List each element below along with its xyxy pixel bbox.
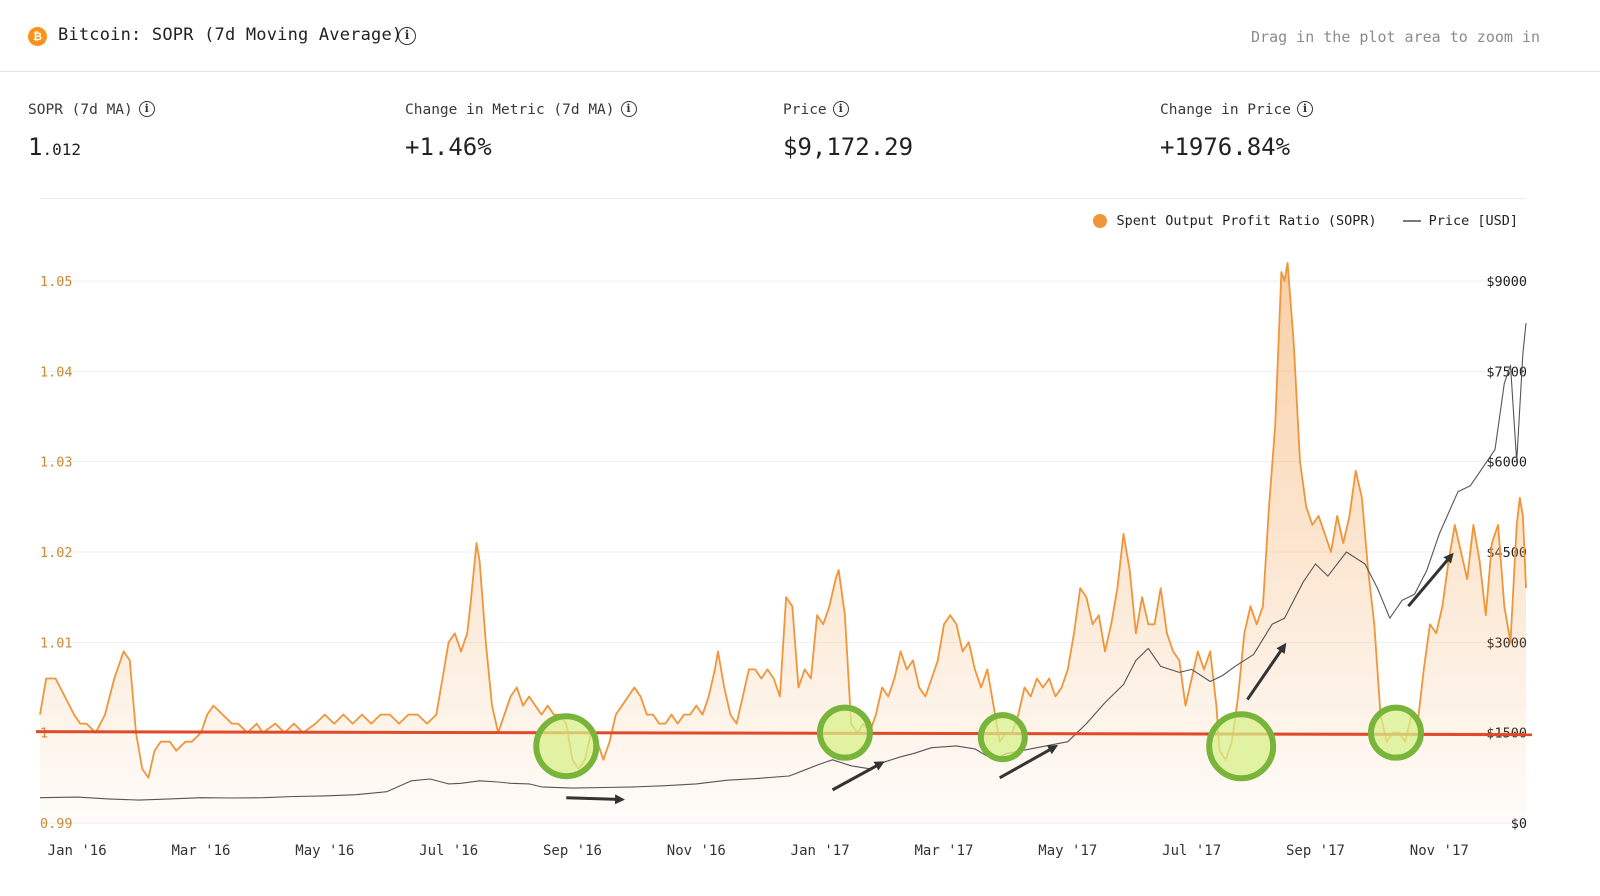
metric-value: $9,172.29 <box>783 133 914 161</box>
y-axis-right-tick: $6000 <box>1486 455 1527 471</box>
info-icon[interactable]: i <box>138 100 155 117</box>
chart-header: ₿ Bitcoin: SOPR (7d Moving Average) i Dr… <box>0 0 1600 72</box>
x-axis-tick: Sep '16 <box>543 843 602 859</box>
x-axis-tick: May '17 <box>1038 843 1097 859</box>
legend-sopr-label[interactable]: Spent Output Profit Ratio (SOPR) <box>1116 213 1377 229</box>
y-axis-left-tick: 1.04 <box>40 364 73 380</box>
zoom-hint: Drag in the plot area to zoom in <box>1251 28 1540 46</box>
x-axis-tick: Mar '16 <box>171 843 230 859</box>
info-icon[interactable]: i <box>398 27 416 45</box>
sopr-baseline-line <box>35 730 1533 737</box>
info-icon[interactable]: i <box>1296 100 1313 117</box>
y-axis-right-tick: $7500 <box>1486 364 1527 380</box>
trend-arrow <box>566 794 626 805</box>
y-axis-left-tick: 1.02 <box>40 545 73 561</box>
x-axis-tick: Jul '17 <box>1162 843 1221 859</box>
chart-title: Bitcoin: SOPR (7d Moving Average) <box>58 25 403 45</box>
metric-label: Change in Price <box>1160 102 1291 118</box>
legend-price-label[interactable]: Price [USD] <box>1428 213 1518 229</box>
divider <box>40 198 1526 199</box>
x-axis-tick: Nov '17 <box>1410 843 1469 859</box>
info-icon[interactable]: i <box>620 100 637 117</box>
trend-arrow <box>998 745 1059 780</box>
sopr-series-line <box>39 262 1527 779</box>
highlight-circle <box>533 713 600 780</box>
y-axis-left-tick: 1.03 <box>40 455 73 471</box>
price-series-line <box>39 323 1527 801</box>
highlight-circle <box>1206 711 1277 782</box>
x-axis-tick: Jan '17 <box>791 843 850 859</box>
metric-sopr: SOPR (7d MA) i 1.012 <box>28 100 155 161</box>
metric-change-price: Change in Price i +1976.84% <box>1160 100 1313 161</box>
plot-area[interactable]: 0.9911.011.021.031.041.05$0$1500$3000$45… <box>0 240 1600 896</box>
x-axis-tick: May '16 <box>295 843 354 859</box>
x-axis-tick: Mar '17 <box>914 843 973 859</box>
info-icon[interactable]: i <box>832 100 849 117</box>
metric-value-decimals: .012 <box>42 140 81 159</box>
highlight-circle <box>1367 704 1424 761</box>
metric-label: Change in Metric (7d MA) <box>405 102 615 118</box>
legend-price-swatch[interactable] <box>1402 220 1421 222</box>
trend-arrow <box>1407 552 1454 608</box>
x-axis-tick: Jan '16 <box>48 843 107 859</box>
metric-value: +1.46% <box>405 133 492 161</box>
legend-sopr-swatch[interactable] <box>1092 214 1107 228</box>
highlight-circle <box>816 704 873 761</box>
highlight-circle <box>977 712 1028 763</box>
y-axis-left-tick: 1.01 <box>40 635 73 651</box>
x-axis-tick: Nov '16 <box>667 843 726 859</box>
x-axis-tick: Jul '16 <box>419 843 478 859</box>
sopr-area <box>40 262 1526 823</box>
bitcoin-icon: ₿ <box>28 27 47 46</box>
trend-arrow <box>1246 642 1287 701</box>
trend-arrow <box>831 761 885 792</box>
metric-label: Price <box>783 102 827 118</box>
metric-value: 1 <box>28 133 43 161</box>
y-axis-right-tick: $9000 <box>1486 274 1527 290</box>
y-axis-left-tick: 1.05 <box>40 274 73 290</box>
metric-label: SOPR (7d MA) <box>28 102 133 118</box>
metric-change-metric: Change in Metric (7d MA) i +1.46% <box>405 100 637 161</box>
metric-value: +1976.84% <box>1160 133 1291 161</box>
x-axis-tick: Sep '17 <box>1286 843 1345 859</box>
chart-legend: Spent Output Profit Ratio (SOPR) Price [… <box>1092 213 1518 229</box>
metric-price: Price i $9,172.29 <box>783 100 914 161</box>
